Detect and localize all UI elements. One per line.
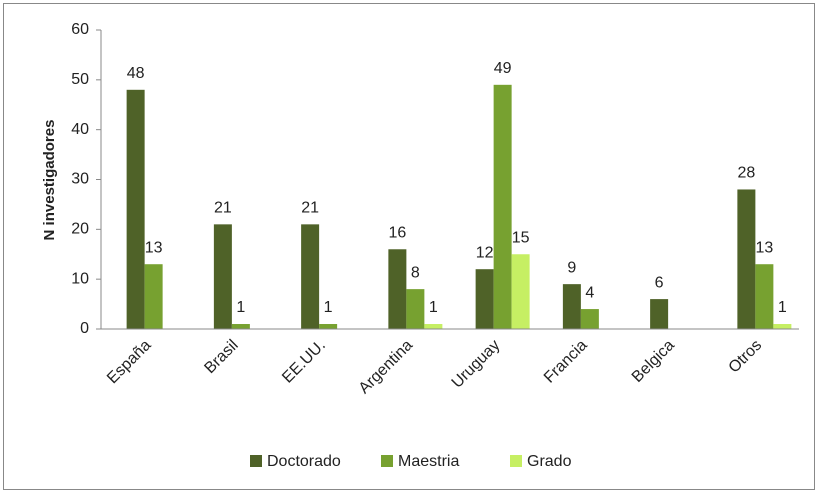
bar	[319, 324, 338, 329]
bar	[475, 269, 494, 329]
frame	[3, 3, 815, 490]
bar	[773, 324, 792, 329]
y-tick-label: 30	[71, 171, 89, 188]
data-label: 13	[145, 239, 163, 256]
bar	[650, 299, 669, 329]
data-label: 16	[388, 224, 406, 241]
data-label: 21	[301, 200, 319, 217]
data-label: 48	[127, 65, 145, 82]
data-label: 9	[567, 259, 576, 276]
bar	[213, 224, 232, 329]
y-tick-label: 10	[71, 270, 89, 287]
bar	[231, 324, 250, 329]
legend-swatch	[381, 455, 393, 467]
bar	[511, 254, 530, 329]
bar	[388, 249, 407, 329]
data-label: 1	[778, 299, 787, 316]
legend-label: Grado	[527, 453, 572, 470]
bar	[126, 89, 145, 329]
data-label: 15	[512, 229, 530, 246]
y-tick-label: 40	[71, 121, 89, 138]
data-label: 13	[755, 239, 773, 256]
data-label: 1	[429, 299, 438, 316]
data-label: 28	[737, 165, 755, 182]
data-label: 12	[476, 244, 494, 261]
data-label: 6	[655, 274, 664, 291]
bar	[580, 309, 599, 329]
bar	[493, 84, 512, 329]
data-label: 49	[494, 60, 512, 77]
y-tick-label: 50	[71, 71, 89, 88]
legend-label: Doctorado	[267, 453, 341, 470]
y-tick-label: 20	[71, 221, 89, 238]
legend-swatch	[510, 455, 522, 467]
data-label: 1	[236, 299, 245, 316]
data-label: 8	[411, 264, 420, 281]
y-tick-label: 60	[71, 21, 89, 38]
data-label: 21	[214, 200, 232, 217]
bar	[737, 189, 756, 329]
legend-label: Maestria	[398, 453, 459, 470]
bar	[755, 264, 774, 329]
bar	[562, 284, 581, 329]
data-label: 1	[324, 299, 333, 316]
bar	[424, 324, 443, 329]
legend-swatch	[250, 455, 262, 467]
data-label: 4	[585, 284, 594, 301]
y-axis-title: N investigadores	[41, 120, 58, 241]
bar	[144, 264, 163, 329]
bar	[406, 289, 425, 329]
bar	[301, 224, 320, 329]
y-tick-label: 0	[80, 320, 89, 337]
